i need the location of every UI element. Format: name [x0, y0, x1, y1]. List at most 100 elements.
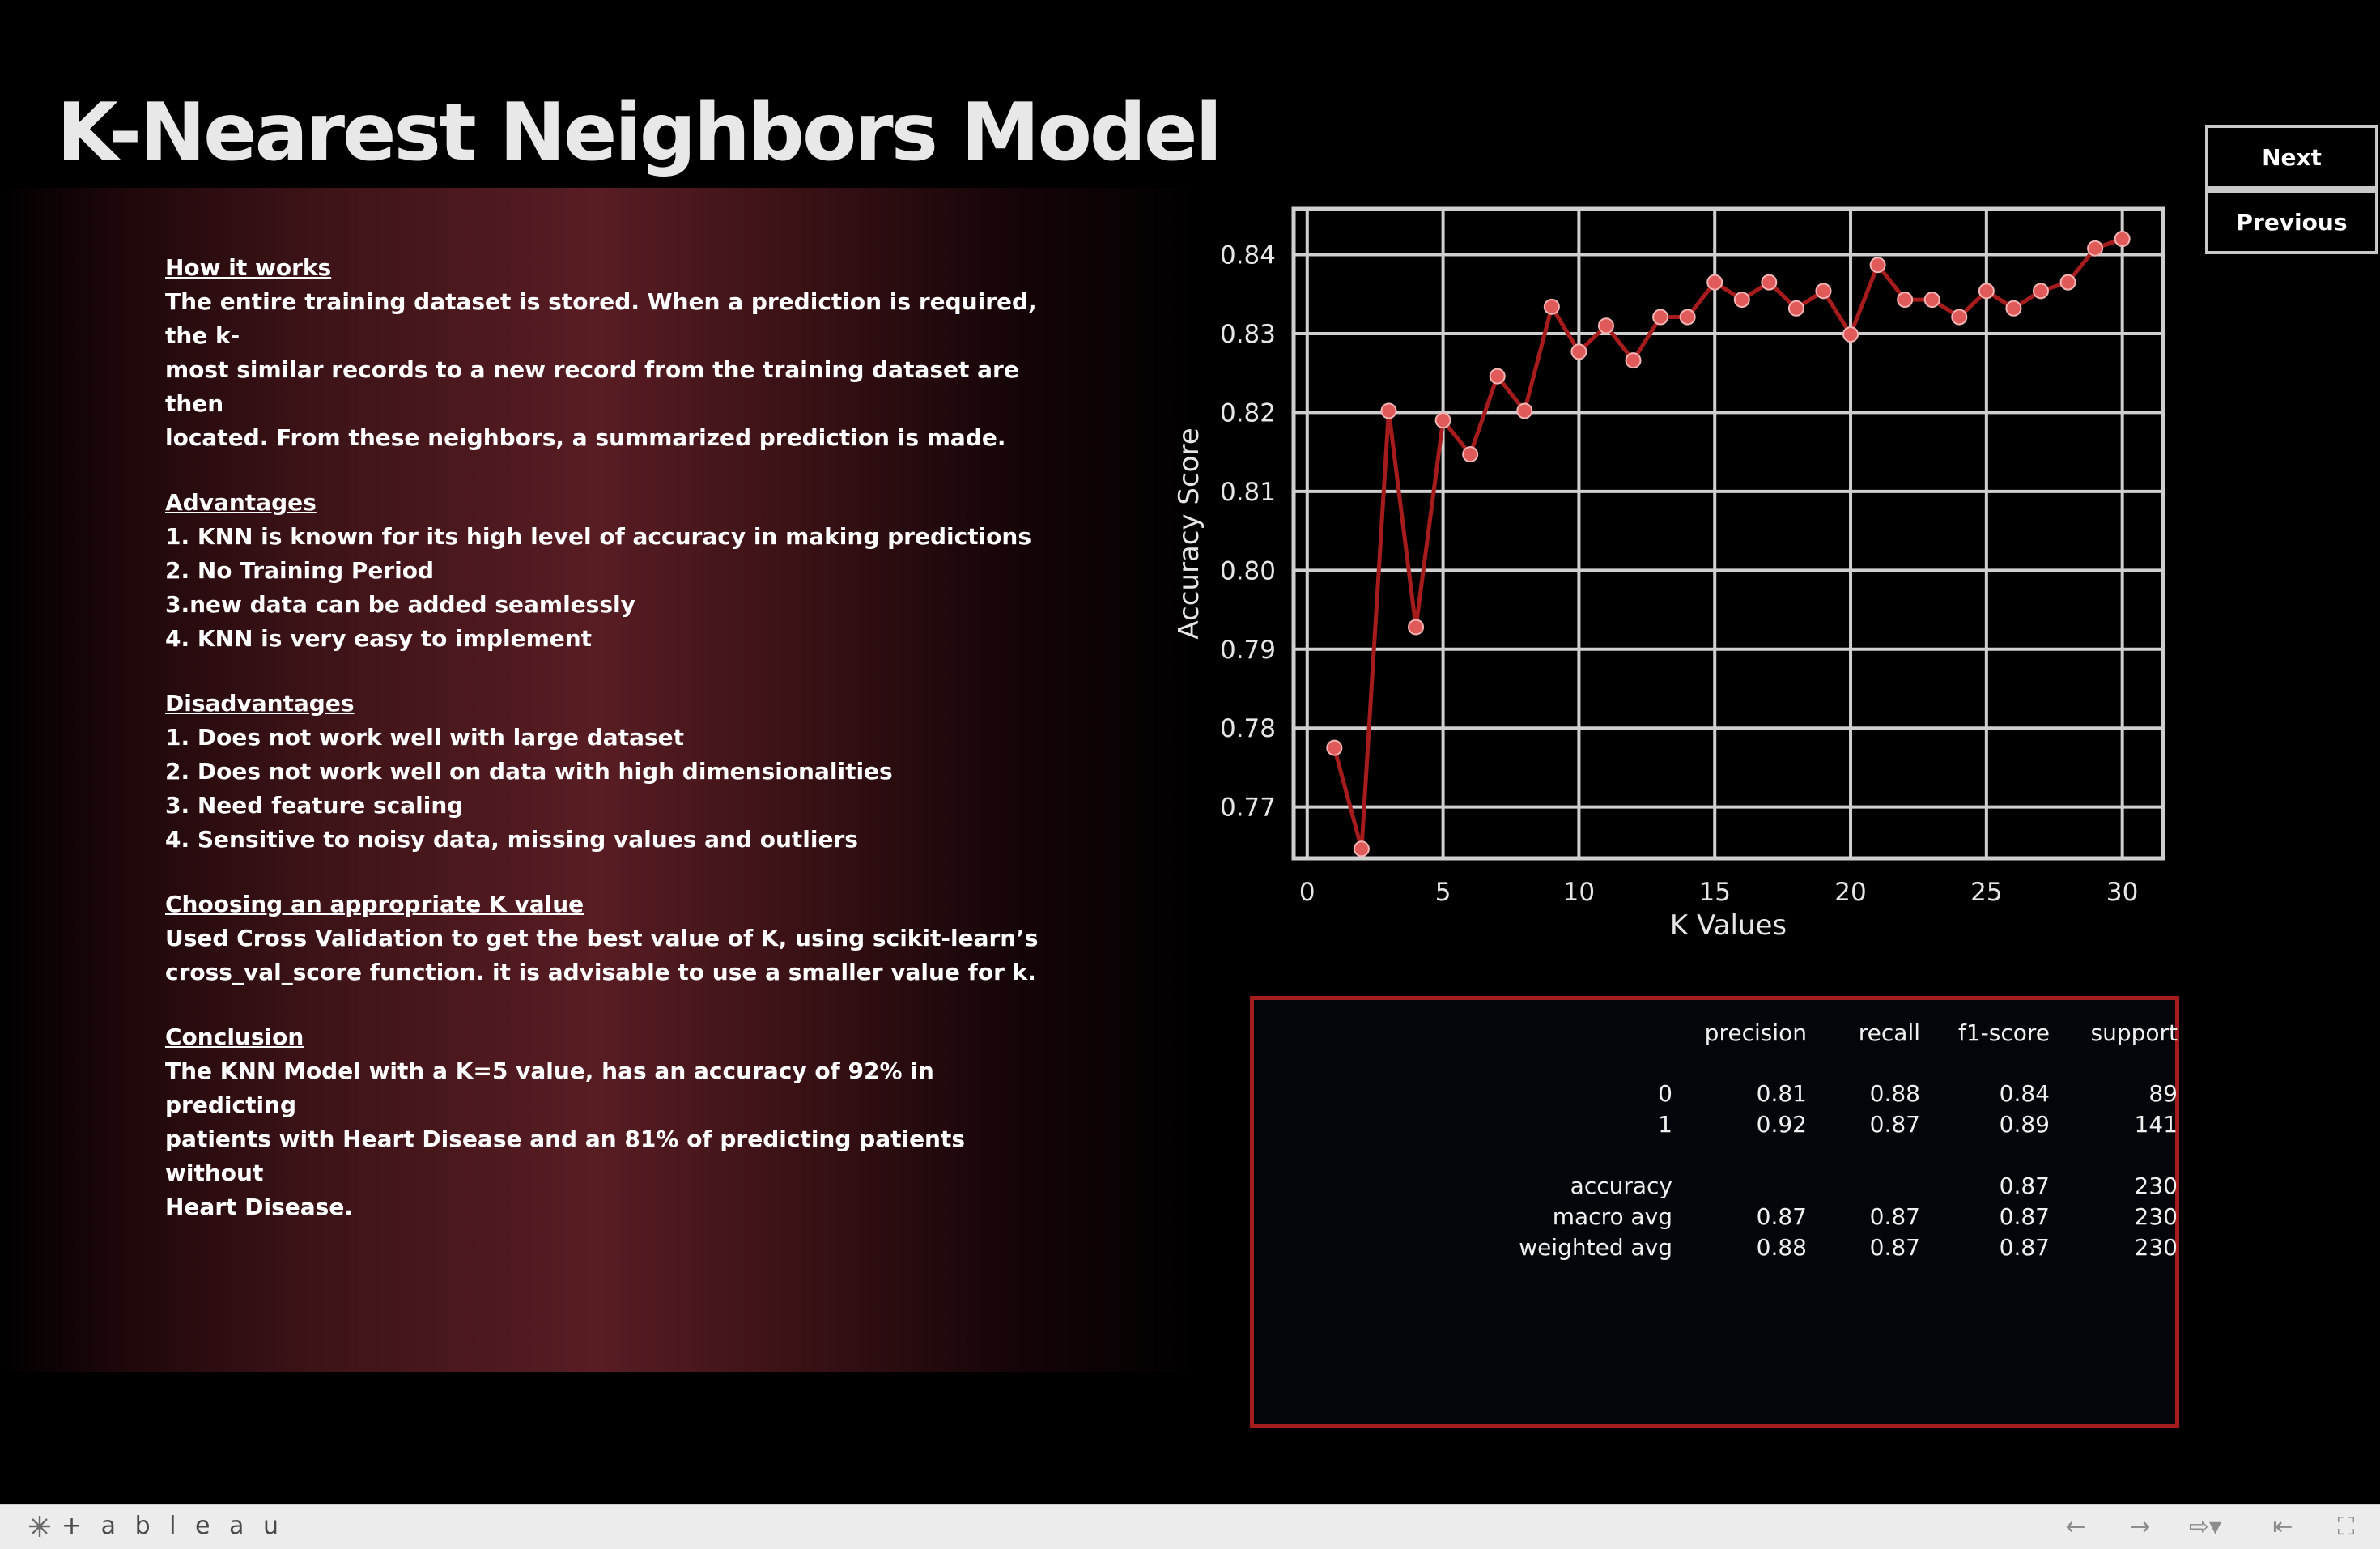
report-header: f1-score — [1957, 1019, 2050, 1046]
tableau-logo[interactable]: + a b l e a u — [26, 1512, 284, 1540]
conclusion-line: The KNN Model with a K=5 value, has an a… — [165, 1057, 934, 1118]
report-class-label: 1 — [1658, 1111, 1672, 1138]
report-f1: 0.87 — [1999, 1203, 2050, 1230]
how-it-works-line: most similar records to a new record fro… — [165, 356, 1019, 417]
conclusion-heading: Conclusion — [165, 1023, 304, 1050]
redo-icon[interactable]: → — [2130, 1513, 2151, 1541]
report-recall: 0.88 — [1869, 1080, 1920, 1107]
accuracy-point — [2059, 274, 2076, 291]
x-tick-label: 10 — [1563, 878, 1595, 907]
report-support: 230 — [2134, 1172, 2178, 1199]
report-f1: 0.89 — [1999, 1111, 2050, 1138]
y-tick-label: 0.78 — [1220, 714, 1276, 743]
report-support: 89 — [2148, 1080, 2178, 1107]
accuracy-point — [1815, 283, 1832, 300]
revert-icon[interactable]: ⇨▾ — [2188, 1513, 2222, 1541]
choosing-k-heading: Choosing an appropriate K value — [165, 891, 584, 917]
advantage-item: 3.new data can be added seamlessly — [165, 591, 635, 618]
tableau-toolbar: + a b l e a u ← → ⇨▾ ⇤ ⛶ — [0, 1504, 2380, 1549]
disadvantage-item: 2. Does not work well on data with high … — [165, 758, 893, 785]
accuracy-chart: 0 5 10 15 20 25 30 0.77 0.78 0.79 0.80 0.81 0.82 0.83… — [1166, 186, 2202, 964]
choosing-k-body: Used Cross Validation to get the best va… — [165, 921, 1039, 989]
how-it-works-line: The entire training dataset is stored. W… — [165, 288, 1037, 349]
report-summary-row: macro avg 0.87 0.87 0.87 230 — [1254, 1202, 2178, 1232]
report-precision: 0.87 — [1756, 1203, 1807, 1230]
report-summary-row: accuracy 0.87 230 — [1254, 1171, 2178, 1202]
report-header: recall — [1858, 1019, 1920, 1046]
info-text: How it works The entire training dataset… — [165, 251, 1039, 1255]
report-summary-label: weighted avg — [1519, 1234, 1672, 1261]
accuracy-point — [1462, 446, 1479, 463]
next-button[interactable]: Next — [2205, 125, 2378, 189]
plot-frame — [1291, 206, 2165, 861]
accuracy-point — [1761, 274, 1778, 291]
accuracy-point — [1978, 283, 1995, 300]
report-summary-row: weighted avg 0.88 0.87 0.87 230 — [1254, 1232, 2178, 1263]
x-axis-label: K Values — [1670, 909, 1787, 942]
x-tick-label: 15 — [1698, 878, 1730, 907]
x-tick-label: 20 — [1834, 878, 1866, 907]
accuracy-point — [1543, 298, 1560, 315]
accuracy-point — [1923, 292, 1940, 309]
accuracy-point — [1516, 402, 1533, 419]
accuracy-point — [1597, 317, 1614, 334]
accuracy-point — [1869, 257, 1886, 274]
report-support: 230 — [2134, 1203, 2178, 1230]
accuracy-point — [1897, 292, 1914, 309]
report-f1: 0.87 — [1999, 1234, 2050, 1261]
advantages-list: 1. KNN is known for its high level of ac… — [165, 520, 1039, 656]
report-recall: 0.87 — [1869, 1203, 1920, 1230]
y-tick-label: 0.79 — [1220, 636, 1276, 665]
y-tick-label: 0.82 — [1220, 398, 1276, 428]
y-tick-label: 0.80 — [1220, 556, 1276, 585]
accuracy-point — [1733, 292, 1750, 309]
fullscreen-icon[interactable]: ⛶ — [2337, 1513, 2355, 1541]
page-title: K-Nearest Neighbors Model — [57, 87, 1222, 179]
plot-area — [1294, 209, 2163, 858]
accuracy-point — [1408, 619, 1425, 636]
undo-icon[interactable]: ← — [2065, 1513, 2086, 1541]
classification-report: precision recall f1-score support 0 0.81 0.88 0… — [1250, 996, 2179, 1428]
accuracy-point — [1489, 368, 1506, 385]
accuracy-point — [1652, 309, 1669, 326]
disadvantages-list: 1. Does not work well with large dataset… — [165, 721, 1039, 857]
accuracy-point — [1625, 352, 1642, 369]
choosing-k-line: Used Cross Validation to get the best va… — [165, 925, 1039, 951]
report-recall: 0.87 — [1869, 1111, 1920, 1138]
report-precision: 0.92 — [1756, 1111, 1807, 1138]
disadvantage-item: 4. Sensitive to noisy data, missing valu… — [165, 826, 858, 853]
report-precision: 0.81 — [1756, 1080, 1807, 1107]
how-it-works-line: located. From these neighbors, a summari… — [165, 424, 1006, 451]
advantage-item: 1. KNN is known for its high level of ac… — [165, 523, 1032, 550]
accuracy-point — [1326, 739, 1343, 756]
x-tick-label: 5 — [1435, 878, 1451, 907]
y-tick-label: 0.81 — [1220, 478, 1276, 507]
conclusion-body: The KNN Model with a K=5 value, has an a… — [165, 1054, 1039, 1224]
reset-icon[interactable]: ⇤ — [2272, 1513, 2293, 1541]
report-support: 141 — [2134, 1111, 2178, 1138]
report-class-row: 1 0.92 0.87 0.89 141 — [1254, 1109, 2178, 1140]
report-class-label: 0 — [1658, 1080, 1672, 1107]
accuracy-point — [1380, 402, 1397, 419]
report-class-row: 0 0.81 0.88 0.84 89 — [1254, 1079, 2178, 1109]
report-support: 230 — [2134, 1234, 2178, 1261]
previous-button[interactable]: Previous — [2205, 189, 2378, 254]
advantage-item: 2. No Training Period — [165, 557, 435, 584]
conclusion-line: Heart Disease. — [165, 1194, 353, 1220]
advantages-heading: Advantages — [165, 489, 317, 516]
accuracy-point — [1353, 840, 1370, 857]
y-tick-label: 0.84 — [1220, 241, 1276, 270]
y-tick-label: 0.83 — [1220, 320, 1276, 349]
report-header: precision — [1704, 1019, 1807, 1046]
report-precision: 0.88 — [1756, 1234, 1807, 1261]
accuracy-chart-svg: 0 5 10 15 20 25 30 0.77 0.78 0.79 0.80 0.81 0.82 0.83… — [1173, 206, 2165, 942]
how-it-works-heading: How it works — [165, 254, 332, 281]
info-panel-background — [0, 188, 1198, 1372]
report-summary-label: macro avg — [1552, 1203, 1672, 1230]
accuracy-point — [2032, 283, 2049, 300]
accuracy-point — [2114, 231, 2131, 248]
y-axis-label: Accuracy Score — [1173, 428, 1205, 639]
how-it-works-body: The entire training dataset is stored. W… — [165, 285, 1039, 455]
advantage-item: 4. KNN is very easy to implement — [165, 625, 593, 652]
tableau-cross-icon — [29, 1515, 50, 1537]
